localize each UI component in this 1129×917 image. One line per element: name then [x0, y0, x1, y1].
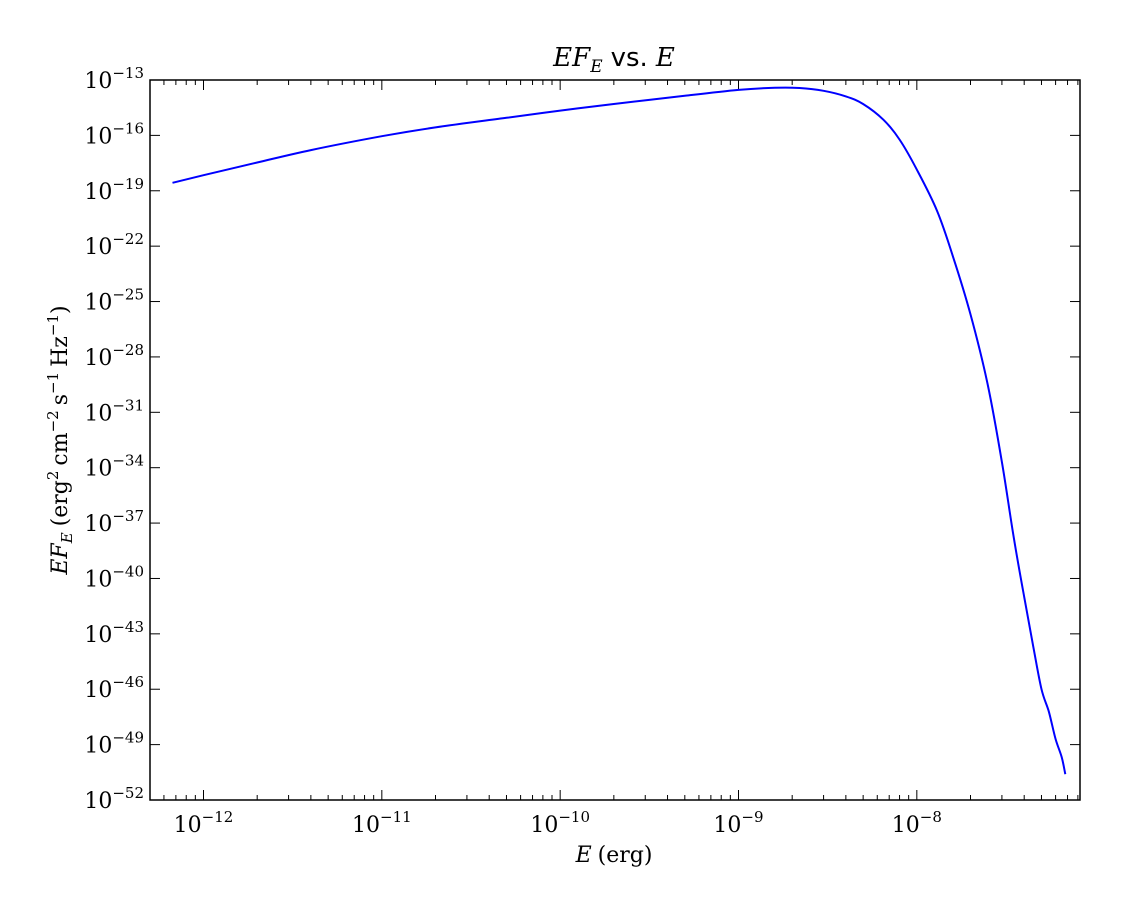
y-tick-label: 10−25 — [84, 286, 144, 316]
x-axis-label: E (erg) — [575, 843, 653, 868]
x-tick-label: 10−9 — [713, 808, 763, 838]
x-tick-label: 10−12 — [174, 808, 234, 838]
y-tick-label: 10−37 — [84, 507, 144, 537]
x-tick-label: 10−8 — [892, 808, 942, 838]
y-tick-label: 10−34 — [84, 452, 144, 482]
y-tick-label: 10−13 — [84, 64, 144, 94]
y-tick-label: 10−31 — [84, 396, 144, 426]
axis-ticks — [150, 79, 1080, 801]
y-tick-label: 10−46 — [84, 673, 144, 703]
series-line — [172, 86, 1067, 775]
y-tick-label: 10−22 — [84, 230, 144, 260]
y-tick-label: 10−49 — [84, 729, 144, 759]
x-tick-label: 10−11 — [352, 808, 412, 838]
y-tick-label: 10−19 — [84, 175, 144, 205]
y-axis-label: EFE(erg2cm−2s−1Hz−1) — [44, 305, 76, 575]
chart-title: EFE vs. E — [552, 43, 675, 77]
y-tick-label: 10−16 — [84, 119, 144, 149]
y-tick-label: 10−40 — [84, 562, 144, 592]
x-tick-labels: 10−12 10−11 10−10 10−9 10−8 — [174, 808, 942, 838]
y-tick-label: 10−43 — [84, 618, 144, 648]
y-tick-label: 10−52 — [84, 784, 144, 814]
y-tick-labels: 10−13 10−16 10−19 10−22 10−25 10−28 10−31 10−34… — [84, 64, 144, 814]
plot-area — [149, 79, 1081, 801]
x-tick-label: 10−10 — [530, 808, 590, 838]
y-tick-label: 10−28 — [84, 341, 144, 371]
